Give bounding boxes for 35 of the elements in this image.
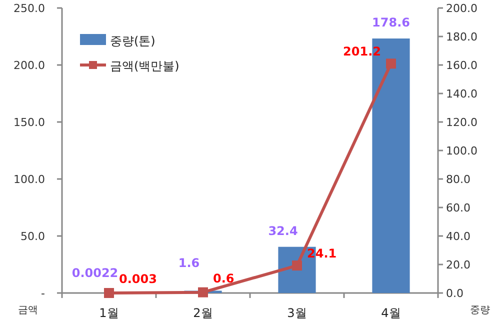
y-tick-label: 150.0 (14, 116, 45, 129)
x-tick-label: 3월 (287, 306, 307, 320)
y2-tick-label: 160.0 (446, 59, 478, 72)
y2-tick-label: 0.0 (446, 287, 464, 300)
x-tick-label: 1월 (99, 306, 119, 320)
legend-label: 금액(백만불) (110, 59, 180, 73)
point (104, 288, 114, 298)
data-label: 178.6 (372, 15, 410, 30)
y2-tick-label: 100.0 (446, 144, 478, 158)
data-label: 0.0022 (72, 266, 118, 280)
y-tick-label: - (41, 287, 46, 300)
data-label: 32.4 (268, 224, 298, 238)
legend-label: 중량(톤) (110, 34, 156, 48)
point (292, 260, 302, 271)
point (198, 287, 208, 298)
y2-tick-label: 180.0 (446, 30, 478, 44)
y2-tick-label: 80.0 (446, 173, 470, 186)
y2-tick-label: 60.0 (446, 202, 470, 214)
y-tick-label: 200.0 (14, 59, 45, 72)
data-label: 0.003 (119, 272, 157, 286)
data-label: 0.6 (213, 271, 234, 286)
y-tick-label: 100.0 (14, 173, 45, 186)
data-label: 1.6 (178, 256, 200, 270)
y2-tick-label: 200.0 (446, 2, 478, 15)
y2-axis-title: 중량 (470, 305, 490, 316)
y2-tick-label: 40.0 (446, 230, 470, 243)
y2-tick-label: 20.0 (446, 258, 470, 272)
y2-tick-label: 120.0 (446, 116, 478, 129)
y-axis-title: 금액 (18, 305, 38, 316)
point (386, 58, 396, 69)
y-tick-label: 50.0 (20, 230, 45, 243)
y-tick-label: 250.0 (14, 2, 45, 15)
x-tick-label: 2월 (193, 306, 213, 320)
x-tick-label: 4월 (381, 306, 401, 320)
y2-tick-label: 140.0 (446, 88, 478, 100)
